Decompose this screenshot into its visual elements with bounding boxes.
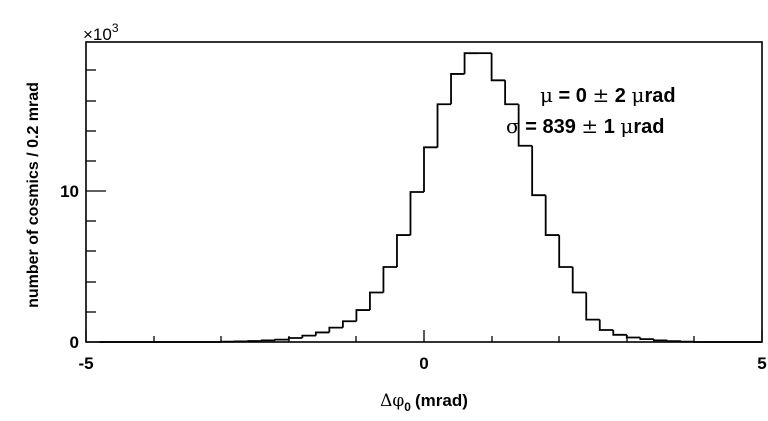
mu-val: 2 — [609, 85, 631, 107]
x-axis-unit: (mrad) — [415, 391, 468, 410]
y-axis-title: number of cosmics / 0.2 mrad — [25, 82, 42, 308]
histogram-bin — [652, 339, 668, 342]
histogram-bin — [341, 320, 357, 328]
histogram-series — [99, 52, 762, 343]
axis-multiplier-base: ×10 — [83, 25, 112, 44]
histogram-bin — [517, 104, 533, 147]
sigma-unit-prefix: μ — [620, 114, 633, 138]
histogram-bin — [639, 337, 654, 341]
histogram-bin — [598, 319, 614, 331]
histogram-bin — [274, 338, 289, 341]
histogram-bin — [382, 266, 397, 293]
histogram-bin — [531, 145, 546, 197]
mu-eq: = 0 — [553, 85, 592, 107]
x-axis-title: Δφ0 (mrad) — [380, 391, 468, 414]
histogram-bin — [423, 146, 438, 192]
histogram-bin — [450, 73, 465, 105]
sigma-eq: = 839 — [520, 116, 582, 138]
histogram-bin — [396, 234, 411, 267]
histogram-bin — [625, 334, 641, 339]
annotation-mu: μ = 0 ± 2 μrad — [540, 83, 676, 107]
histogram-bin — [612, 330, 627, 336]
histogram-bin — [328, 326, 343, 333]
sigma-val: 1 — [598, 116, 620, 138]
x-tick-label-5: 5 — [757, 354, 766, 373]
histogram-bin — [260, 339, 276, 342]
mu-pm: ± — [592, 83, 609, 107]
histogram-bin — [287, 337, 303, 340]
histogram-bin — [409, 191, 424, 236]
x-tick-label-m5: -5 — [78, 354, 93, 373]
histogram-bin — [314, 331, 330, 336]
axis-multiplier: ×103 — [83, 21, 119, 44]
histogram-bin — [504, 80, 519, 106]
histogram-bin — [571, 267, 587, 294]
y-tick-label-10: 10 — [60, 182, 79, 201]
mu-unit: rad — [645, 85, 676, 107]
x-tick-marks — [85, 330, 763, 342]
histogram-bin — [666, 340, 681, 343]
histogram-bin — [436, 103, 452, 148]
annotation-sigma: σ = 839 ± 1 μrad — [506, 114, 665, 138]
sigma-pm: ± — [581, 114, 598, 138]
histogram-bin — [490, 53, 506, 82]
y-tick-label-0: 0 — [70, 333, 79, 352]
axis-multiplier-exponent: 3 — [112, 21, 119, 35]
mu-symbol: μ — [540, 83, 553, 107]
mu-unit-prefix: μ — [632, 83, 645, 107]
histogram-bin — [585, 292, 600, 321]
histogram-bin — [544, 195, 560, 236]
histogram-bin — [463, 52, 479, 74]
histogram-bin — [369, 291, 384, 311]
histogram-bin — [301, 334, 316, 339]
x-tick-label-0: 0 — [419, 354, 428, 373]
x-axis-symbol: Δφ — [380, 391, 404, 411]
sigma-symbol: σ — [506, 114, 520, 138]
histogram-bin — [355, 309, 370, 322]
y-tick-marks — [86, 69, 106, 343]
sigma-unit: rad — [633, 116, 664, 138]
histogram-bin — [558, 235, 573, 268]
x-axis-subscript: 0 — [404, 400, 411, 414]
